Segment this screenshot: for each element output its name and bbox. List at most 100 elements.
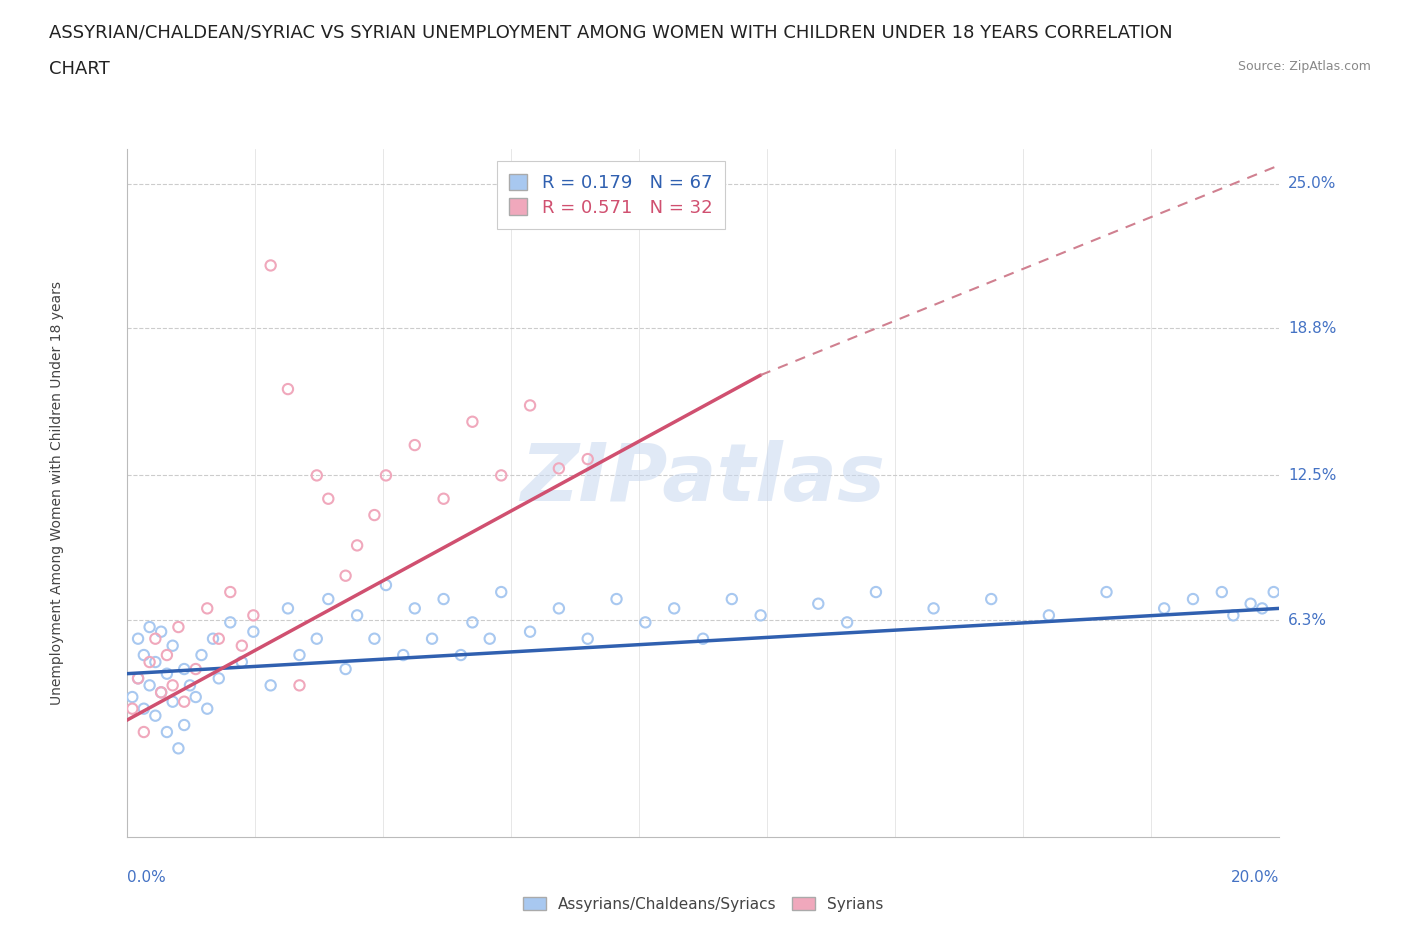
Point <box>156 666 179 681</box>
Point <box>433 491 456 506</box>
Point <box>202 631 225 646</box>
Point <box>208 631 231 646</box>
Point <box>519 624 541 639</box>
Point <box>692 631 714 646</box>
Point <box>173 718 195 733</box>
Point <box>305 631 328 646</box>
Point <box>1181 591 1204 606</box>
Point <box>145 709 166 724</box>
Point <box>242 624 264 639</box>
Point <box>346 538 368 552</box>
Point <box>132 647 155 662</box>
Point <box>1153 601 1175 616</box>
Point <box>167 619 190 634</box>
Point <box>259 678 281 693</box>
Point <box>363 508 385 523</box>
Point <box>461 615 484 630</box>
Point <box>127 631 149 646</box>
Point <box>145 631 166 646</box>
Point <box>576 631 599 646</box>
Point <box>922 601 945 616</box>
Point <box>1251 601 1274 616</box>
Point <box>489 468 512 483</box>
Point <box>865 585 887 600</box>
Text: 20.0%: 20.0% <box>1232 870 1279 884</box>
Point <box>392 647 415 662</box>
Point <box>145 655 166 670</box>
Point <box>167 741 190 756</box>
Point <box>1222 608 1244 623</box>
Point <box>195 701 218 716</box>
Point <box>219 615 242 630</box>
Point <box>1038 608 1060 623</box>
Point <box>576 452 599 467</box>
Point <box>461 414 484 429</box>
Point <box>519 398 541 413</box>
Point <box>404 601 426 616</box>
Point <box>162 695 184 710</box>
Point <box>219 585 242 600</box>
Point <box>121 689 143 704</box>
Text: ZIPatlas: ZIPatlas <box>520 440 886 518</box>
Point <box>346 608 368 623</box>
Point <box>335 661 357 676</box>
Point <box>404 438 426 453</box>
Point <box>127 671 149 685</box>
Point <box>242 608 264 623</box>
Point <box>231 638 253 653</box>
Text: 6.3%: 6.3% <box>1288 613 1327 628</box>
Point <box>749 608 772 623</box>
Legend: Assyrians/Chaldeans/Syriacs, Syrians: Assyrians/Chaldeans/Syriacs, Syrians <box>516 890 890 918</box>
Text: Unemployment Among Women with Children Under 18 years: Unemployment Among Women with Children U… <box>51 281 65 705</box>
Point <box>127 671 149 685</box>
Point <box>605 591 627 606</box>
Point <box>156 647 179 662</box>
Point <box>162 678 184 693</box>
Point <box>277 381 299 396</box>
Text: 25.0%: 25.0% <box>1288 177 1336 192</box>
Point <box>150 684 173 699</box>
Point <box>208 671 231 685</box>
Point <box>132 701 155 716</box>
Point <box>179 678 201 693</box>
Point <box>720 591 742 606</box>
Point <box>478 631 501 646</box>
Point <box>835 615 858 630</box>
Point <box>1211 585 1233 600</box>
Point <box>318 591 340 606</box>
Point <box>1240 596 1263 611</box>
Point <box>184 661 207 676</box>
Point <box>190 647 212 662</box>
Point <box>277 601 299 616</box>
Point <box>305 468 328 483</box>
Point <box>433 591 456 606</box>
Point <box>132 724 155 739</box>
Point <box>420 631 443 646</box>
Point <box>195 601 218 616</box>
Point <box>173 661 195 676</box>
Point <box>374 578 398 592</box>
Point <box>156 724 179 739</box>
Point <box>664 601 686 616</box>
Point <box>374 468 398 483</box>
Point <box>121 701 143 716</box>
Text: ASSYRIAN/CHALDEAN/SYRIAC VS SYRIAN UNEMPLOYMENT AMONG WOMEN WITH CHILDREN UNDER : ASSYRIAN/CHALDEAN/SYRIAC VS SYRIAN UNEMP… <box>49 23 1173 41</box>
Text: CHART: CHART <box>49 60 110 78</box>
Point <box>173 695 195 710</box>
Point <box>807 596 830 611</box>
Point <box>1263 585 1285 600</box>
Legend: R = 0.179   N = 67, R = 0.571   N = 32: R = 0.179 N = 67, R = 0.571 N = 32 <box>496 161 725 230</box>
Point <box>363 631 385 646</box>
Text: 0.0%: 0.0% <box>127 870 166 884</box>
Point <box>150 684 173 699</box>
Point <box>980 591 1002 606</box>
Point <box>634 615 657 630</box>
Point <box>1095 585 1118 600</box>
Point <box>184 689 207 704</box>
Point <box>548 461 571 476</box>
Point <box>138 655 160 670</box>
Point <box>138 678 160 693</box>
Point <box>162 638 184 653</box>
Text: Source: ZipAtlas.com: Source: ZipAtlas.com <box>1237 60 1371 73</box>
Point <box>150 624 173 639</box>
